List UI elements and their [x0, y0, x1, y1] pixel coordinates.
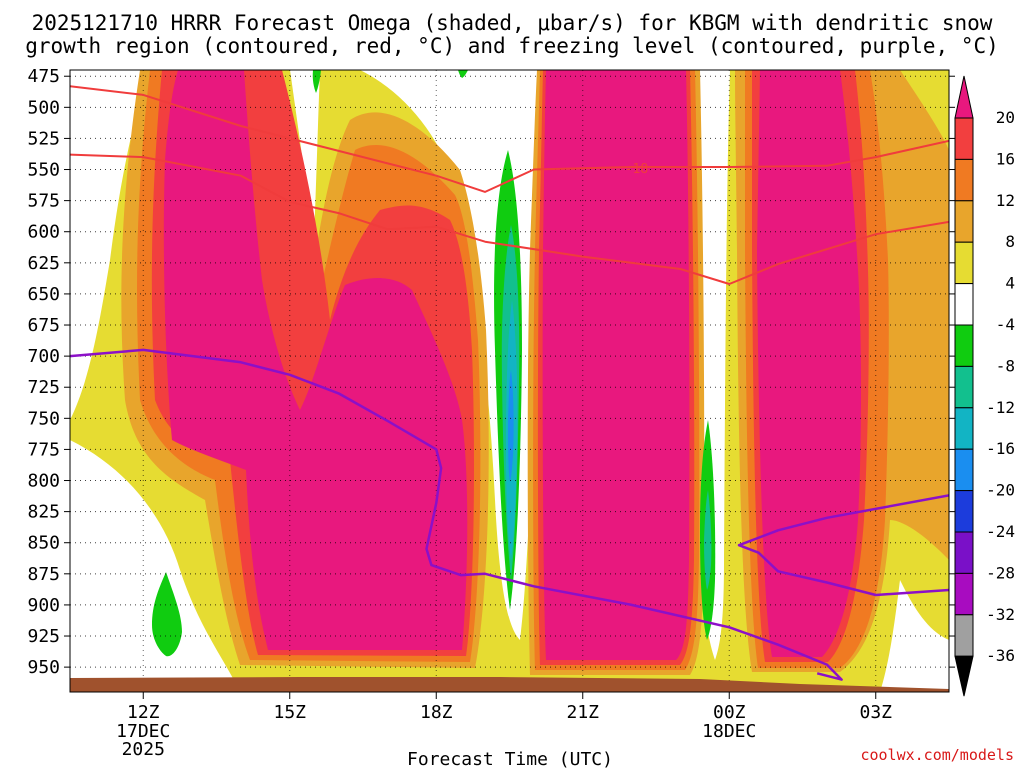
x-tick-label: 15Z [273, 702, 306, 723]
colorbar-swatch [954, 283, 974, 326]
colorbar-label: -24 [986, 522, 1015, 541]
colorbar-swatch [954, 407, 974, 450]
colorbar-label: 8 [1005, 232, 1015, 251]
x-tick-label: 21Z [566, 702, 599, 723]
colorbar-swatch [954, 200, 974, 243]
colorbar-swatch [954, 117, 974, 160]
y-tick-label: 750 [27, 408, 60, 429]
contour-label: -18 [625, 162, 648, 177]
colorbar-swatch [954, 490, 974, 533]
colorbar-bottom-arrow [954, 655, 974, 697]
descent-patch-12z [152, 572, 182, 657]
x-tick-label: 00Z [713, 702, 746, 723]
colorbar-label: 4 [1005, 274, 1015, 293]
y-tick-label: 775 [27, 439, 60, 460]
descent-plume-23z-teal [704, 490, 712, 590]
colorbar: 20 16 12 8 4 -4 -8 -12 -16 -20 -24 -28 -32 -36 [954, 75, 1015, 697]
dgz-contour-upper [70, 85, 949, 193]
plot-area: -18 [70, 70, 949, 692]
y-tick-label: 525 [27, 128, 60, 149]
y-tick-label: 500 [27, 97, 60, 118]
x-axis-title: Forecast Time (UTC) [407, 749, 613, 768]
colorbar-label: -32 [986, 605, 1015, 624]
x-tick-label: 12Z [127, 702, 160, 723]
y-tick-label: 625 [27, 253, 60, 274]
dgz-contour-lower [70, 153, 949, 285]
x-tick-date: 17DEC [116, 721, 170, 742]
omega-core-right [757, 70, 861, 657]
y-tick-label: 650 [27, 284, 60, 305]
colorbar-top-arrow [954, 75, 974, 119]
x-tick-label: 18Z [420, 702, 453, 723]
x-tick-date: 18DEC [702, 721, 756, 742]
colorbar-swatch [954, 614, 974, 657]
colorbar-label: -36 [986, 646, 1015, 665]
colorbar-label: -16 [986, 439, 1015, 458]
omega-gap-top-15z [290, 70, 320, 240]
y-tick-label: 725 [27, 377, 60, 398]
colorbar-label: 16 [996, 149, 1015, 168]
omega-gap-right-bottom [880, 580, 949, 692]
colorbar-swatch [954, 448, 974, 492]
y-tick-label: 550 [27, 160, 60, 181]
x-tick-year: 2025 [122, 739, 165, 760]
y-tick-label: 850 [27, 533, 60, 554]
colorbar-swatch [954, 158, 974, 202]
colorbar-swatch [954, 531, 974, 574]
grid-lines [70, 70, 949, 692]
omega-gap-upper-left [70, 70, 150, 420]
colorbar-swatch [954, 241, 974, 285]
colorbar-label: -20 [986, 481, 1015, 500]
colorbar-label: -28 [986, 563, 1015, 582]
y-tick-label: 950 [27, 657, 60, 678]
y-tick-label: 825 [27, 502, 60, 523]
terrain-strip [70, 677, 949, 692]
omega-core-left [163, 70, 468, 650]
colorbar-swatch [954, 572, 974, 616]
descent-speck-15z [312, 70, 321, 93]
freezing-level-contour-right [737, 494, 949, 597]
y-tick-label: 800 [27, 471, 60, 492]
colorbar-label: -8 [996, 356, 1015, 375]
y-tick-label: 700 [27, 346, 60, 367]
chart-title-line2: growth region (contoured, red, °C) and f… [25, 34, 999, 58]
y-tick-label: 925 [27, 626, 60, 647]
credit-text: coolwx.com/models [860, 746, 1014, 764]
omega-core-center [542, 70, 690, 660]
colorbar-label: -4 [996, 315, 1015, 334]
colorbar-swatch [954, 365, 974, 409]
y-tick-label: 875 [27, 564, 60, 585]
omega-gap-lower-left [70, 440, 240, 692]
y-tick-label: 600 [27, 222, 60, 243]
y-tick-label: 475 [27, 66, 60, 87]
y-tick-label: 675 [27, 315, 60, 336]
freezing-level-contour [70, 348, 843, 681]
colorbar-label: 20 [996, 108, 1015, 127]
contour-lines: -18 [70, 85, 949, 681]
colorbar-swatch [954, 324, 974, 367]
colorbar-label: 12 [996, 191, 1015, 210]
plot-frame [69, 69, 950, 693]
chart-title-line1: 2025121710 HRRR Forecast Omega (shaded, … [32, 11, 993, 35]
colorbar-label: -12 [986, 398, 1015, 417]
descent-plume-18z-blue [508, 370, 514, 482]
y-tick-label: 900 [27, 595, 60, 616]
x-tick-label: 03Z [859, 702, 892, 723]
y-tick-label: 575 [27, 191, 60, 212]
y-axis: 475 500 525 550 575 600 625 650 675 700 725 750 775 8… [27, 66, 955, 678]
